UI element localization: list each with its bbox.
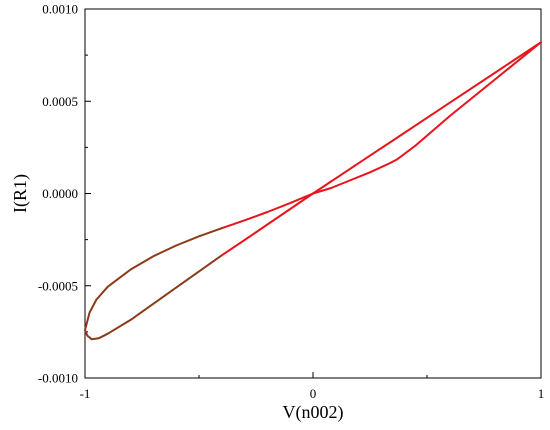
x-tick-label: 1 <box>538 386 545 401</box>
series-line-5 <box>84 254 223 341</box>
series-layer <box>84 41 542 341</box>
series-line-4 <box>84 227 223 331</box>
y-tick-label: -0.0010 <box>38 371 78 386</box>
x-axis-title: V(n002) <box>283 402 344 423</box>
y-axis-title: I(R1) <box>10 174 31 213</box>
y-tick-label: 0.0010 <box>42 2 78 17</box>
series-line-3 <box>220 192 314 230</box>
x-tick-label: -1 <box>80 386 91 401</box>
y-tick-label: 0.0000 <box>42 186 78 201</box>
series-line-2 <box>312 41 542 195</box>
y-tick-label: 0.0005 <box>42 94 78 109</box>
series-line-6 <box>220 192 314 257</box>
y-tick-label: -0.0005 <box>38 278 78 293</box>
ticks-layer: -1 0 1 -0.0010 -0.0005 0.0000 0.0005 0.0010 <box>38 2 544 402</box>
series-line-1 <box>312 41 542 195</box>
x-tick-label: 0 <box>310 386 317 401</box>
